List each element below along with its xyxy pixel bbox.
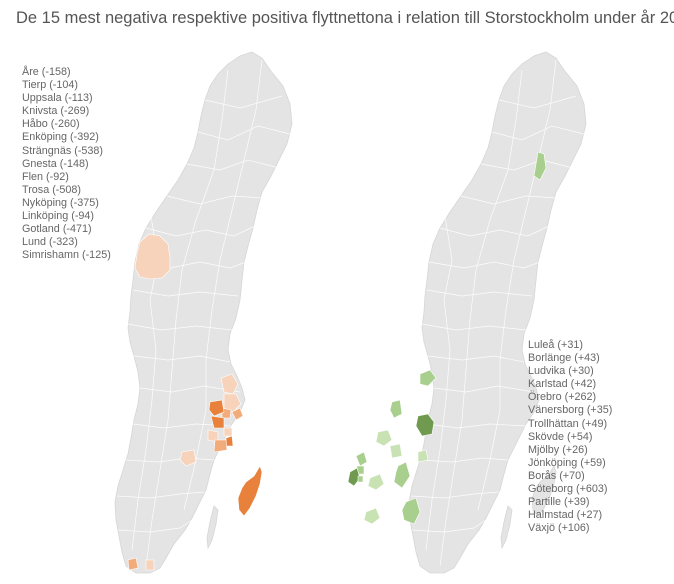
positive-list-item: Skövde (+54) [528, 430, 593, 443]
region-nykoping [213, 439, 228, 453]
negative-list-item: Strängnäs (-538) [22, 144, 104, 157]
negative-list-item: Enköping (-392) [22, 131, 99, 144]
positive-list-item: Örebro (+262) [528, 391, 597, 404]
negative-list-item: Gotland (-471) [22, 223, 92, 236]
region-jonkoping [393, 461, 411, 489]
map-negative [114, 51, 293, 574]
positive-list-item: Mjölby (+26) [528, 443, 588, 456]
negative-list-item: Tierp (-104) [22, 79, 78, 92]
region-linkoping [179, 449, 197, 467]
negative-list-item: Uppsala (-113) [22, 92, 93, 105]
region-orebro [415, 413, 435, 437]
negative-list-item: Simrishamn (-125) [22, 249, 111, 262]
negative-list-item: Lund (-323) [22, 236, 78, 249]
region-uppsala [223, 393, 242, 413]
negative-municipality-list: Åre (-158) Tierp (-104) Uppsala (-113) Kniv… [22, 66, 111, 262]
negative-list-item: Nyköping (-375) [22, 196, 99, 209]
positive-list-item: Göteborg (+603) [528, 483, 608, 496]
map-positive [347, 51, 587, 574]
municipality-borders [410, 59, 585, 567]
positive-list-item: Karlstad (+42) [528, 378, 597, 391]
positive-list-item: Partille (+39) [528, 496, 590, 509]
region-gotland [237, 465, 263, 517]
negative-list-item: Gnesta (-148) [22, 157, 89, 170]
negative-list-item: Håbo (-260) [22, 118, 80, 131]
map-title: De 15 mest negativa respektive positiva … [16, 9, 674, 27]
positive-list-item: Luleå (+31) [528, 339, 583, 351]
region-karlstad [375, 429, 393, 447]
region-lund [127, 557, 139, 571]
negative-list-item: Knivsta (-269) [22, 105, 90, 118]
positive-list-item: Borås (+70) [528, 469, 585, 482]
negative-list-item: Åre (-158) [22, 66, 71, 78]
region-habo [221, 407, 232, 419]
positive-list-item: Borlänge (+43) [528, 352, 600, 365]
region-mjolby [417, 449, 429, 463]
oland-land [206, 505, 219, 549]
region-gnesta [223, 427, 233, 437]
region-partille [357, 475, 364, 483]
region-goteborg [347, 467, 361, 487]
positive-list-item: Vänersborg (+35) [528, 404, 613, 417]
positive-list-item: Halmstad (+27) [528, 509, 603, 522]
region-knivsta [231, 407, 244, 421]
positive-list-item: Ludvika (+30) [528, 365, 594, 378]
positive-list-item: Trollhättan (+49) [528, 417, 608, 430]
positive-list-item: Jönköping (+59) [528, 456, 606, 469]
negative-list-item: Linköping (-94) [22, 210, 95, 223]
region-trosa [225, 435, 234, 447]
positive-municipality-list: Luleå (+31) Borlänge (+43) Ludvika (+30) Ka… [528, 339, 612, 535]
oland-land [500, 505, 513, 549]
region-halmstad [363, 507, 381, 525]
negative-list-item: Flen (-92) [22, 170, 69, 183]
region-simrishamn [145, 559, 155, 571]
region-are [134, 233, 171, 280]
region-tierp [220, 373, 239, 395]
region-ludvika [389, 399, 403, 419]
region-vaxjo [401, 497, 421, 525]
positive-list-item: Växjö (+106) [528, 522, 590, 535]
region-lulea [533, 151, 547, 181]
region-boras [367, 473, 385, 491]
region-enkoping [208, 399, 225, 417]
region-skovde [389, 443, 403, 459]
sweden-land [114, 51, 293, 574]
region-vanersborg [355, 451, 368, 467]
negative-list-item: Trosa (-508) [22, 183, 81, 196]
region-borlange [419, 369, 437, 387]
